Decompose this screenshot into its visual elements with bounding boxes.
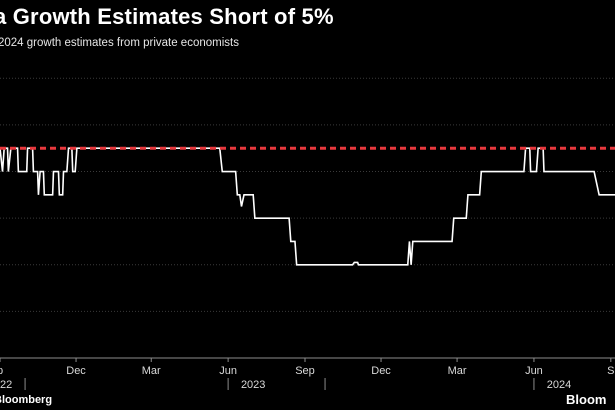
- year-label-1: 2023: [241, 379, 265, 391]
- source-label: Bloomberg: [0, 394, 53, 406]
- x-tick-label-4: Sep: [295, 365, 315, 377]
- chart-title: a Growth Estimates Short of 5%: [0, 4, 334, 29]
- year-label-0: 2022: [0, 379, 12, 391]
- x-tick-label-0: p: [0, 365, 3, 377]
- x-tick-label-1: Dec: [66, 365, 86, 377]
- x-tick-label-5: Dec: [371, 365, 391, 377]
- x-tick-label-2: Mar: [142, 365, 161, 377]
- gridlines: [0, 77, 615, 359]
- series-layer: [0, 147, 615, 266]
- x-tick-label-8: S: [607, 365, 614, 377]
- x-axis: p Dec Mar Jun Sep Dec Mar Jun S 2022 2023 2024: [0, 357, 615, 391]
- x-tick-label-6: Mar: [448, 365, 467, 377]
- chart-subtitle: 2024 growth estimates from private econo…: [0, 37, 239, 49]
- brand-logo-text: Bloom: [566, 392, 607, 407]
- x-tick-label-7: Jun: [525, 365, 543, 377]
- year-label-2: 2024: [547, 379, 571, 391]
- series-line-0: [0, 147, 615, 266]
- x-tick-label-3: Jun: [219, 365, 237, 377]
